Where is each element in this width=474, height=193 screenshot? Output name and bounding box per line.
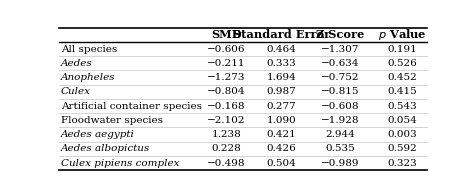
Text: $p$ Value: $p$ Value — [378, 27, 427, 42]
Text: −0.634: −0.634 — [321, 59, 359, 68]
Text: 0.987: 0.987 — [266, 87, 296, 96]
Text: Aedes albopictus: Aedes albopictus — [61, 144, 150, 153]
Text: 0.003: 0.003 — [388, 130, 418, 139]
Text: Culex: Culex — [61, 87, 91, 96]
Text: 0.421: 0.421 — [266, 130, 296, 139]
Text: −0.498: −0.498 — [207, 159, 246, 168]
Text: 0.054: 0.054 — [388, 116, 418, 125]
Text: −0.608: −0.608 — [321, 102, 359, 111]
Text: Aedes aegypti: Aedes aegypti — [61, 130, 135, 139]
Text: 0.592: 0.592 — [388, 144, 418, 153]
Text: 0.228: 0.228 — [211, 144, 241, 153]
Text: Anopheles: Anopheles — [61, 73, 116, 82]
Text: 0.543: 0.543 — [388, 102, 418, 111]
Text: −0.606: −0.606 — [207, 45, 246, 53]
Text: 0.415: 0.415 — [388, 87, 418, 96]
Text: 0.426: 0.426 — [266, 144, 296, 153]
Text: −1.307: −1.307 — [321, 45, 359, 53]
Text: 0.333: 0.333 — [266, 59, 296, 68]
Text: 1.090: 1.090 — [266, 116, 296, 125]
Text: Aedes: Aedes — [61, 59, 93, 68]
Text: 1.238: 1.238 — [211, 130, 241, 139]
Text: 0.452: 0.452 — [388, 73, 418, 82]
Text: −1.928: −1.928 — [321, 116, 359, 125]
Text: −0.752: −0.752 — [321, 73, 359, 82]
Text: −0.211: −0.211 — [207, 59, 246, 68]
Text: −0.168: −0.168 — [207, 102, 246, 111]
Text: 1.694: 1.694 — [266, 73, 296, 82]
Text: SMD: SMD — [211, 29, 242, 40]
Text: Culex pipiens complex: Culex pipiens complex — [61, 159, 180, 168]
Text: 0.191: 0.191 — [388, 45, 418, 53]
Text: −0.815: −0.815 — [321, 87, 359, 96]
Text: 0.535: 0.535 — [325, 144, 355, 153]
Text: 0.323: 0.323 — [388, 159, 418, 168]
Text: 0.464: 0.464 — [266, 45, 296, 53]
Text: Standard Error: Standard Error — [233, 29, 330, 40]
Text: Floodwater species: Floodwater species — [61, 116, 163, 125]
Text: −2.102: −2.102 — [207, 116, 246, 125]
Text: Z Score: Z Score — [316, 29, 365, 40]
Text: −0.804: −0.804 — [207, 87, 246, 96]
Text: −0.989: −0.989 — [321, 159, 359, 168]
Text: All species: All species — [61, 45, 118, 53]
Text: Artificial container species: Artificial container species — [61, 102, 202, 111]
Text: 2.944: 2.944 — [325, 130, 355, 139]
Text: 0.504: 0.504 — [266, 159, 296, 168]
Text: 0.277: 0.277 — [266, 102, 296, 111]
Text: −1.273: −1.273 — [207, 73, 246, 82]
Text: 0.526: 0.526 — [388, 59, 418, 68]
